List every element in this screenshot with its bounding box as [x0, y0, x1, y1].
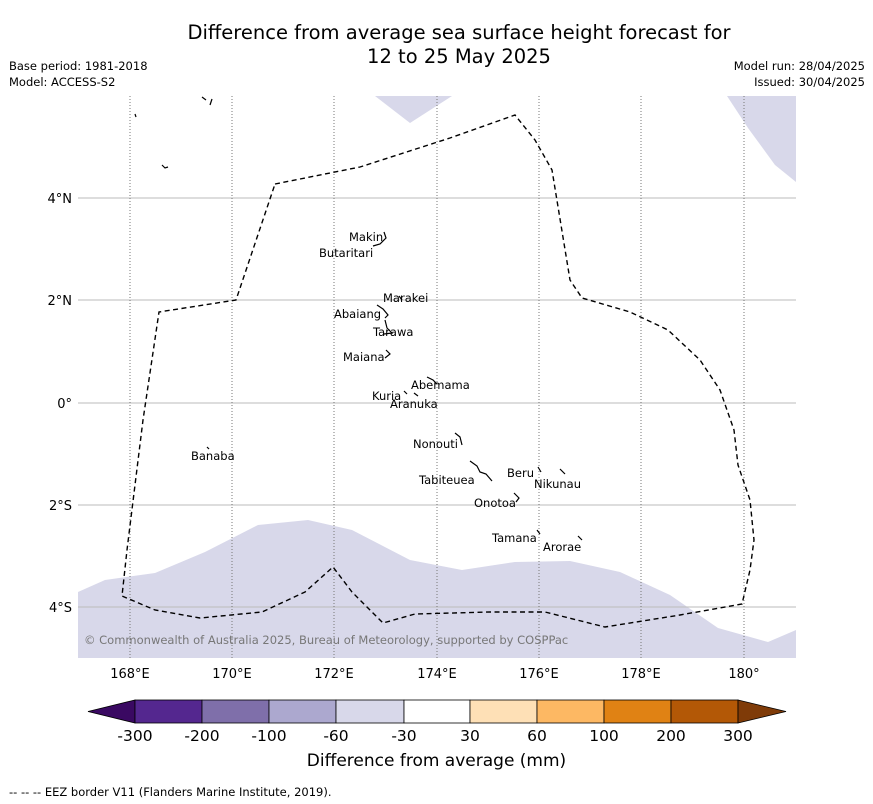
colorbar-bin-4 [335, 699, 405, 724]
label-tamana: Tamana [491, 531, 537, 545]
lon-tick-178e: 178°E [621, 667, 661, 682]
label-marakei: Marakei [383, 291, 428, 305]
island-coastlines [134, 96, 583, 541]
label-tarawa: Tarawa [372, 325, 413, 339]
lat-tick-2s: 2°S [49, 499, 72, 514]
colorbar-label-9: 200 [656, 727, 686, 745]
lon-tick-172e: 172°E [314, 667, 354, 682]
lat-tick-4n: 4°N [48, 192, 73, 207]
label-nikunau: Nikunau [534, 477, 581, 491]
eez-border [121, 114, 755, 628]
colorbar-bin-5 [403, 699, 471, 724]
label-beru: Beru [507, 466, 534, 480]
lon-gridlines [129, 96, 745, 658]
lat-tick-2n: 2°N [48, 294, 73, 309]
lon-tick-174e: 174°E [417, 667, 457, 682]
model-run: Model run: 28/04/2025 [733, 59, 865, 73]
eez-footnote: -- -- -- EEZ border V11 (Flanders Marine… [9, 785, 332, 799]
label-kuria: Kuria [372, 389, 401, 403]
label-maiana: Maiana [343, 350, 385, 364]
lon-tick-168e: 168°E [110, 667, 150, 682]
lat-tick-4s: 4°S [49, 601, 72, 616]
model-name: Model: ACCESS-S2 [9, 75, 116, 89]
lon-tick-180: 180° [728, 667, 759, 682]
colorbar [87, 699, 787, 724]
label-onotoa: Onotoa [474, 496, 516, 510]
colorbar-label-4: -60 [323, 727, 348, 745]
title-line-2: 12 to 25 May 2025 [367, 45, 551, 68]
label-butaritari: Butaritari [319, 246, 373, 260]
colorbar-label-1: -300 [117, 727, 152, 745]
colorbar-bin-1 [134, 699, 203, 724]
issued-date: Issued: 30/04/2025 [754, 75, 865, 89]
label-nonouti: Nonouti [413, 437, 458, 451]
meta-right: Model run: 28/04/2025 Issued: 30/04/2025 [734, 58, 865, 90]
colorbar-label-2: -200 [184, 727, 219, 745]
colorbar-label-7: 60 [527, 727, 547, 745]
label-arorae: Arorae [543, 540, 581, 554]
colorbar-bin-6 [469, 699, 538, 724]
shading-top-right [727, 96, 796, 182]
lon-tick-170e: 170°E [212, 667, 252, 682]
label-tabiteuea: Tabiteuea [418, 473, 475, 487]
colorbar-label-6: 30 [460, 727, 480, 745]
colorbar-label-3: -100 [251, 727, 286, 745]
colorbar-bin-8 [603, 699, 672, 724]
lon-tick-176e: 176°E [519, 667, 559, 682]
label-makin: Makin [349, 230, 383, 244]
lat-tick-0: 0° [57, 397, 72, 412]
copyright-text: © Commonwealth of Australia 2025, Bureau… [84, 633, 568, 647]
label-aranuka: Aranuka [390, 397, 438, 411]
base-period: Base period: 1981-2018 [9, 59, 148, 73]
colorbar-title: Difference from average (mm) [306, 751, 567, 771]
colorbar-over-arrow [737, 699, 787, 724]
shading-top-center [375, 96, 452, 123]
colorbar-label-5: -30 [391, 727, 416, 745]
title-line-1: Difference from average sea surface heig… [187, 21, 731, 44]
label-abaiang: Abaiang [334, 307, 381, 321]
label-banaba: Banaba [191, 449, 235, 463]
plot-area [78, 96, 796, 658]
meta-left: Base period: 1981-2018 Model: ACCESS-S2 [9, 58, 148, 90]
colorbar-bin-3 [268, 699, 337, 724]
colorbar-label-10: 300 [723, 727, 753, 745]
colorbar-label-8: 100 [589, 727, 619, 745]
colorbar-bin-7 [536, 699, 605, 724]
colorbar-bin-9 [670, 699, 739, 724]
colorbar-under-arrow [87, 699, 136, 724]
colorbar-bin-2 [201, 699, 270, 724]
map-title: Difference from average sea surface heig… [0, 21, 873, 69]
label-abemama: Abemama [411, 378, 470, 392]
